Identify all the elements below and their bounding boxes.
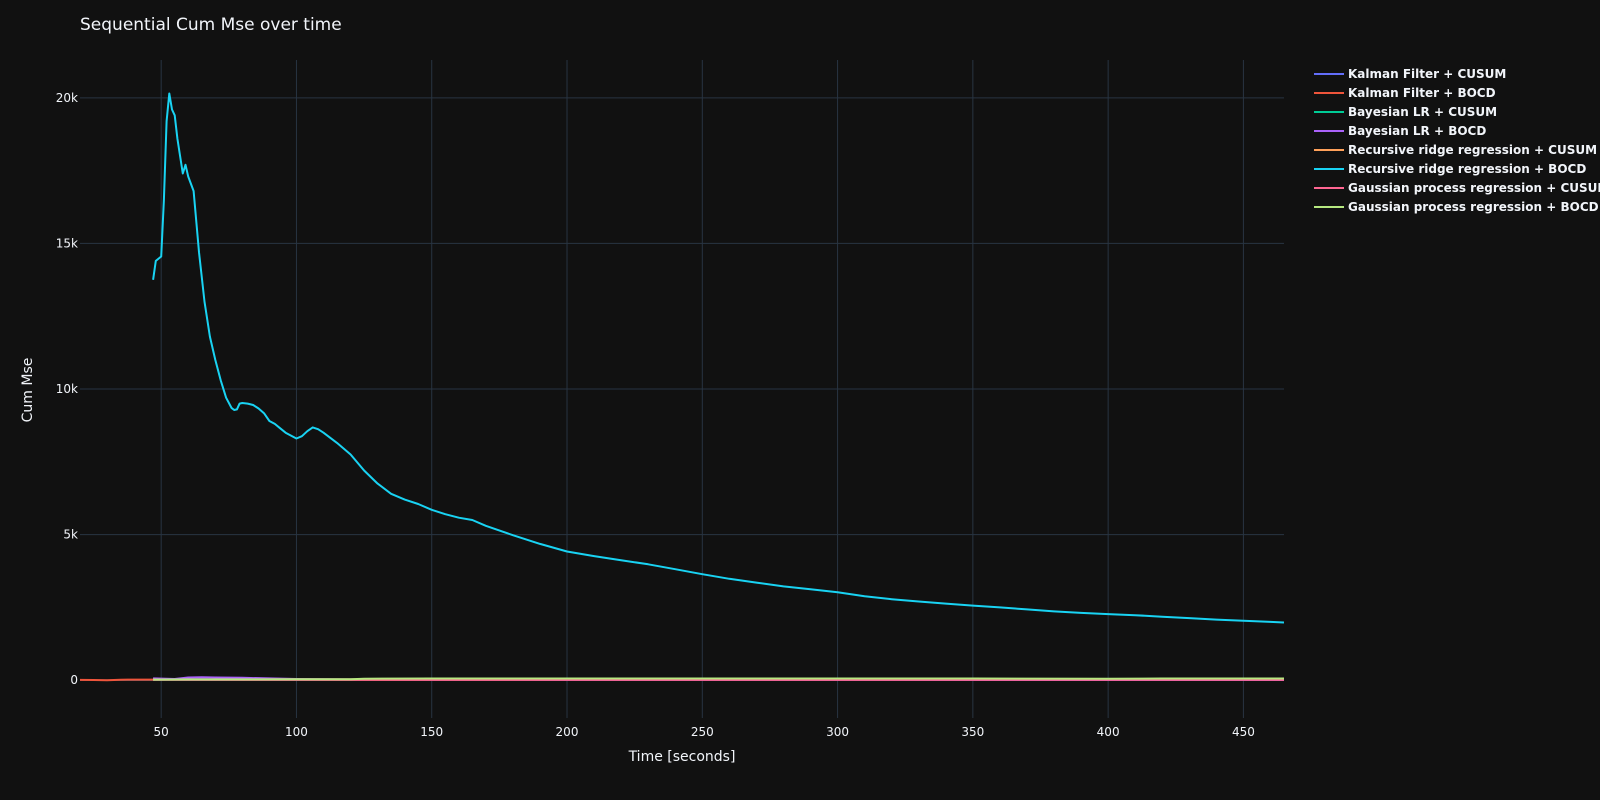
legend-label: Bayesian LR + CUSUM bbox=[1348, 105, 1497, 119]
y-tick-label: 0 bbox=[70, 673, 78, 687]
x-tick-label: 400 bbox=[1097, 725, 1120, 739]
x-tick-label: 350 bbox=[961, 725, 984, 739]
legend: Kalman Filter + CUSUM Kalman Filter + BOC… bbox=[1314, 67, 1600, 214]
legend-label: Kalman Filter + CUSUM bbox=[1348, 67, 1506, 81]
series-line bbox=[153, 677, 1284, 681]
legend-label: Gaussian process regression + CUSUM bbox=[1348, 181, 1600, 195]
legend-label: Recursive ridge regression + BOCD bbox=[1348, 162, 1586, 176]
legend-label: Kalman Filter + BOCD bbox=[1348, 86, 1496, 100]
series-line bbox=[152, 92, 1285, 624]
x-axis-title: Time [seconds] bbox=[628, 749, 736, 765]
y-tick-label: 5k bbox=[63, 528, 78, 542]
y-axis-ticks: 0 5k 10k 15k 20k bbox=[56, 91, 78, 687]
legend-label: Gaussian process regression + BOCD bbox=[1348, 200, 1599, 214]
y-tick-label: 15k bbox=[56, 236, 78, 250]
x-tick-label: 200 bbox=[556, 725, 579, 739]
y-tick-label: 20k bbox=[56, 91, 78, 105]
legend-label: Bayesian LR + BOCD bbox=[1348, 124, 1486, 138]
series-lines bbox=[79, 92, 1285, 682]
x-tick-label: 150 bbox=[420, 725, 443, 739]
x-tick-label: 450 bbox=[1232, 725, 1255, 739]
legend-label: Recursive ridge regression + CUSUM bbox=[1348, 143, 1597, 157]
x-axis-ticks: 50 100 150 200 250 300 350 400 450 bbox=[154, 725, 1255, 739]
y-axis-title: Cum Mse bbox=[20, 358, 36, 423]
x-tick-label: 100 bbox=[285, 725, 308, 739]
chart-title: Sequential Cum Mse over time bbox=[80, 15, 342, 35]
x-tick-label: 50 bbox=[154, 725, 169, 739]
y-tick-label: 10k bbox=[56, 382, 78, 396]
x-tick-label: 300 bbox=[826, 725, 849, 739]
x-tick-label: 250 bbox=[691, 725, 714, 739]
